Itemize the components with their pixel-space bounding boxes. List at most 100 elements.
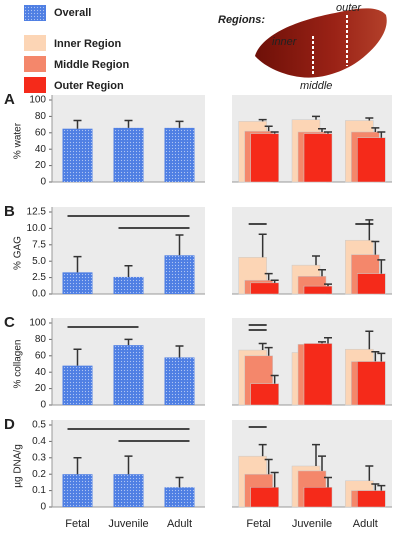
x-tick-label: Juvenile (108, 518, 148, 530)
bar-texture (62, 474, 93, 507)
bar-texture (113, 127, 144, 182)
error-bar (318, 268, 326, 277)
error-bar (270, 279, 279, 283)
bar (303, 285, 333, 295)
bar-texture (113, 276, 144, 294)
y-tick-label: 60 (35, 350, 47, 361)
y-tick-label: 0.1 (32, 485, 46, 496)
error-bar (365, 330, 374, 350)
y-tick-label: 60 (35, 127, 47, 138)
error-bar (73, 457, 82, 475)
bar (250, 487, 279, 508)
error-bar (124, 455, 133, 475)
x-tick-label: Juvenile (292, 518, 332, 530)
error-bar (175, 120, 184, 128)
y-tick-label: 0.4 (32, 436, 46, 447)
region-label: inner (272, 36, 298, 48)
error-bar (258, 443, 267, 457)
y-tick-label: 80 (35, 111, 47, 122)
panel-label: D (4, 416, 15, 433)
y-tick-label: 0.2 (32, 469, 46, 480)
error-bar (264, 346, 273, 356)
y-tick-label: 40 (35, 367, 47, 378)
bar-texture (62, 365, 93, 405)
error-bar (371, 240, 380, 255)
bar (250, 133, 279, 183)
error-bar (312, 115, 320, 120)
error-bar (264, 458, 273, 475)
panel-label: B (4, 203, 15, 220)
y-tick-label: 5.0 (32, 256, 46, 267)
error-bar (312, 443, 320, 466)
error-bar (324, 476, 332, 488)
error-bar (324, 283, 332, 287)
legend-swatch (24, 35, 46, 51)
bar-texture (113, 345, 144, 405)
y-tick-label: 100 (29, 318, 46, 329)
error-bar (270, 374, 279, 384)
error-bar (318, 127, 326, 132)
y-tick-label: 40 (35, 144, 47, 155)
y-tick-label: 80 (35, 334, 47, 345)
error-bar (124, 119, 133, 128)
error-bar (175, 234, 184, 256)
legend-texture (24, 5, 46, 21)
error-bar (73, 119, 82, 129)
y-axis-label: % water (13, 122, 24, 159)
error-bar (377, 259, 386, 274)
error-bar (73, 348, 82, 366)
bar-texture (62, 272, 93, 294)
bar (357, 137, 386, 183)
y-tick-label: 10.0 (27, 223, 47, 234)
region-label: outer (336, 2, 362, 14)
y-axis-label: µg DNA/g (13, 444, 24, 488)
bar-texture (164, 357, 195, 405)
legend-label: Middle Region (54, 59, 129, 71)
x-tick-label: Fetal (246, 518, 270, 530)
error-bar (258, 118, 267, 122)
error-bar (365, 117, 374, 121)
y-tick-label: 0.0 (32, 289, 46, 300)
y-tick-label: 0.3 (32, 452, 46, 463)
y-tick-label: 20 (35, 160, 47, 171)
bar-texture (62, 128, 93, 182)
error-bar (258, 342, 267, 351)
bar (250, 282, 279, 295)
error-bar (73, 255, 82, 273)
error-bar (270, 131, 279, 134)
error-bar (365, 465, 374, 481)
y-tick-label: 0 (40, 400, 46, 411)
panel-label: C (4, 314, 15, 331)
error-bar (377, 484, 386, 491)
legend-swatch (24, 77, 46, 93)
x-tick-label: Adult (353, 518, 378, 530)
y-tick-label: 20 (35, 383, 47, 394)
error-bar (124, 338, 133, 346)
error-bar (264, 125, 273, 132)
error-bar (270, 471, 279, 488)
error-bar (371, 483, 380, 491)
error-bar (264, 272, 273, 281)
bar (357, 361, 386, 406)
error-bar (258, 233, 267, 258)
region-label: middle (300, 80, 332, 92)
y-tick-label: 7.5 (32, 239, 46, 250)
bar (250, 383, 279, 406)
legend-label: Inner Region (54, 38, 122, 50)
error-bar (312, 255, 320, 266)
error-bar (377, 352, 386, 362)
error-bar (371, 127, 380, 132)
error-bar (371, 350, 380, 362)
y-tick-label: 12.5 (27, 207, 47, 218)
bar (357, 490, 386, 508)
bar-texture (164, 487, 195, 507)
bar (303, 487, 333, 508)
y-tick-label: 100 (29, 95, 46, 106)
error-bar (324, 131, 332, 134)
legend-swatch (24, 56, 46, 72)
error-bar (377, 131, 386, 138)
y-axis-label: % GAG (13, 236, 24, 270)
x-tick-label: Fetal (65, 518, 89, 530)
error-bar (175, 345, 184, 358)
y-axis-label: % collagen (13, 340, 24, 389)
